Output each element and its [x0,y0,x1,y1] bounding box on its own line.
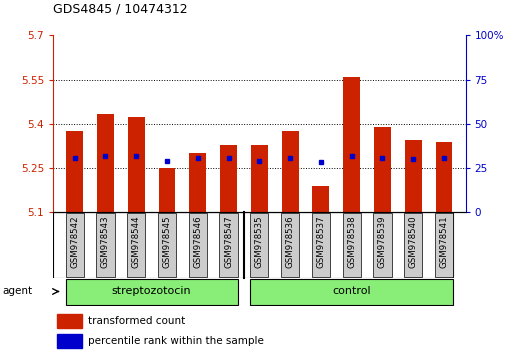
Bar [127,213,145,277]
Text: GSM978543: GSM978543 [101,216,110,268]
Text: GSM978542: GSM978542 [70,216,79,268]
Bar [96,213,114,277]
Bar [219,213,237,277]
Bar [66,279,237,305]
Bar [127,116,144,212]
Bar [220,144,236,212]
Text: agent: agent [3,286,33,297]
Bar [57,314,82,328]
Bar [281,131,298,212]
Text: percentile rank within the sample: percentile rank within the sample [88,336,264,346]
Text: GSM978535: GSM978535 [255,216,263,268]
Bar [404,140,421,212]
Bar [342,77,360,212]
Text: GSM978546: GSM978546 [193,216,202,268]
Bar [250,144,267,212]
Text: streptozotocin: streptozotocin [112,286,191,297]
Bar [189,153,206,212]
Bar [403,213,422,277]
Text: GSM978540: GSM978540 [408,216,417,268]
Text: transformed count: transformed count [88,316,185,326]
Bar [188,213,207,277]
Text: GSM978539: GSM978539 [377,216,386,268]
Bar [312,186,329,212]
Bar [158,213,176,277]
Text: GDS4845 / 10474312: GDS4845 / 10474312 [53,3,187,16]
Text: GSM978536: GSM978536 [285,216,294,268]
Bar [435,142,451,212]
Bar [373,213,391,277]
Bar [250,213,268,277]
Text: control: control [332,286,370,297]
Bar [342,213,360,277]
Bar [57,334,82,348]
Bar [250,279,452,305]
Text: GSM978547: GSM978547 [224,216,233,268]
Bar [280,213,298,277]
Bar [434,213,452,277]
Bar [66,131,83,212]
Bar [158,168,175,212]
Text: GSM978541: GSM978541 [439,216,447,268]
Text: GSM978544: GSM978544 [131,216,140,268]
Text: GSM978545: GSM978545 [162,216,171,268]
Text: GSM978537: GSM978537 [316,216,325,268]
Bar [373,127,390,212]
Bar [97,114,114,212]
Text: GSM978538: GSM978538 [346,216,356,268]
Bar [311,213,329,277]
Bar [66,213,84,277]
